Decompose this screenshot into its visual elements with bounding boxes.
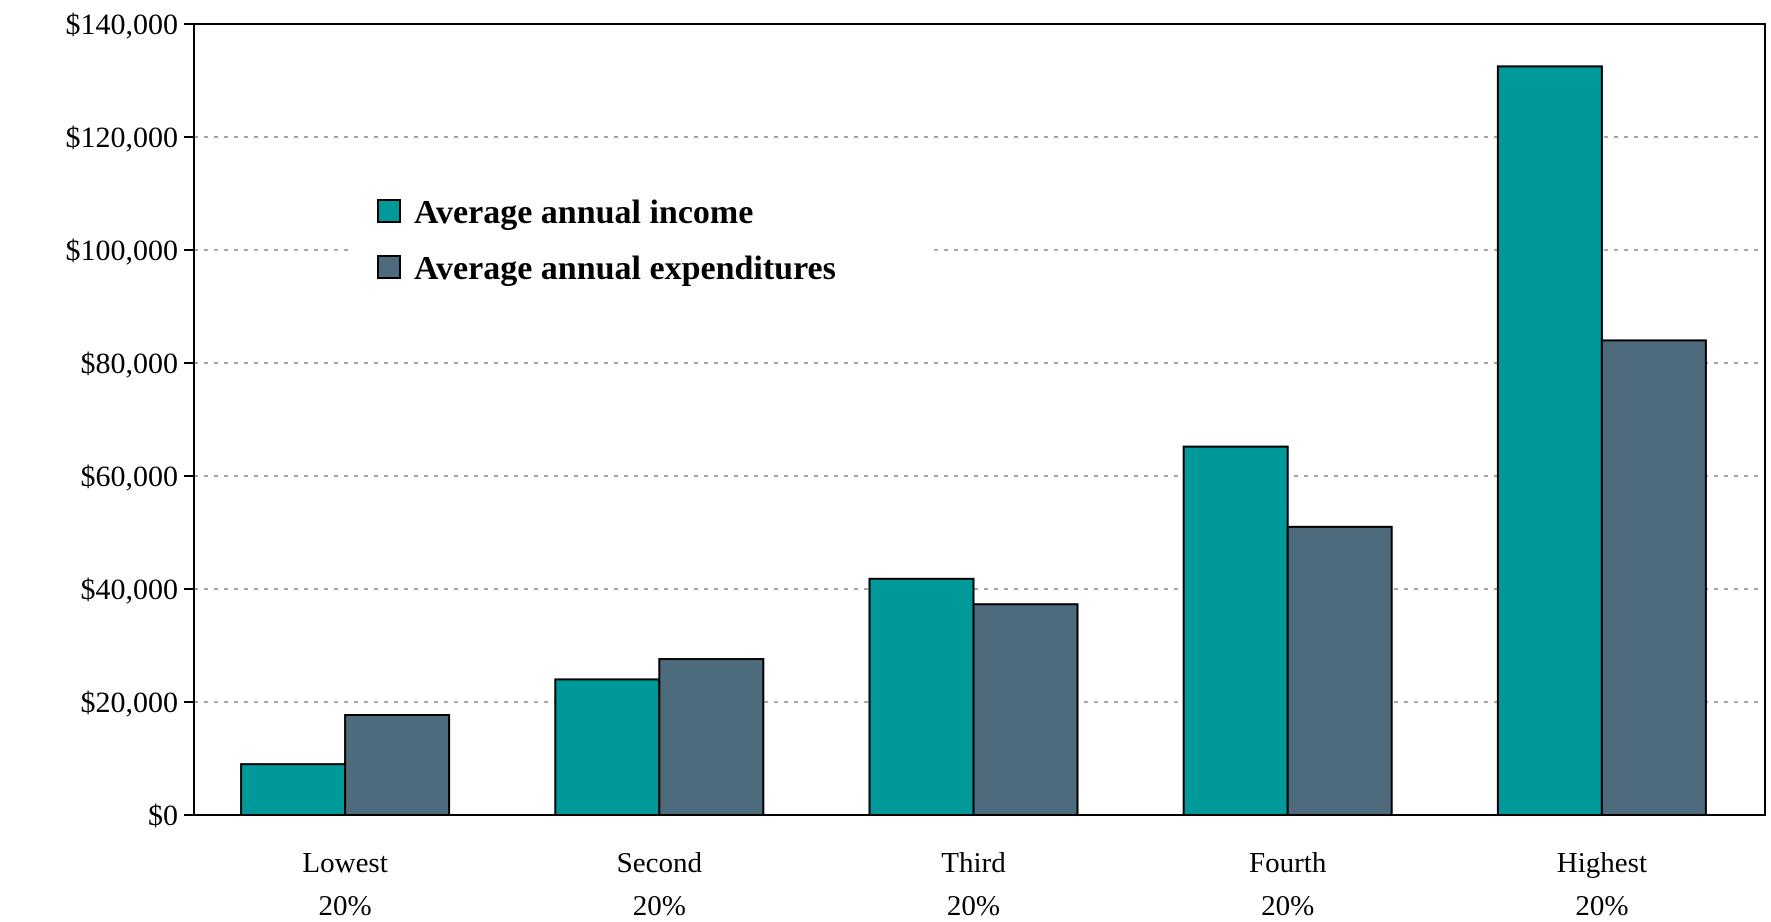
x-category-label: 20%	[1261, 890, 1314, 922]
bars	[240, 65, 1707, 817]
plot-frame	[193, 23, 1766, 816]
y-tick-label: $100,000	[66, 234, 179, 267]
y-tick-label: $120,000	[66, 121, 179, 154]
income-bar	[554, 678, 661, 817]
y-tick-label: $40,000	[81, 573, 179, 606]
y-tick-label: $60,000	[81, 460, 179, 493]
expenditures-bar	[344, 713, 451, 816]
expenditures-bar	[1286, 525, 1393, 816]
x-category-label: Highest	[1557, 847, 1647, 879]
y-tick-labels: $0 $20,000 $40,000 $60,000 $80,000 $100,000 $1…	[66, 8, 179, 832]
legend-swatch-expenditures	[377, 255, 401, 279]
income-bar	[1182, 445, 1289, 816]
income-bar	[240, 763, 347, 817]
y-tick-label: $140,000	[66, 8, 179, 41]
income-bar	[868, 577, 975, 817]
x-category-label: 20%	[1575, 890, 1628, 922]
x-tick-labels: Lowest 20% Second 20% Third 20% Fourth 20% Highe…	[302, 847, 1647, 922]
expenditures-bar	[972, 603, 1079, 816]
expenditures-bar	[1600, 339, 1707, 816]
y-tick-label: $80,000	[81, 347, 179, 380]
legend-label-income: Average annual income	[414, 194, 753, 231]
y-tick-label: $0	[148, 799, 178, 832]
income-bar	[1496, 65, 1603, 816]
x-category-label: Fourth	[1249, 847, 1327, 879]
legend-label-expenditures: Average annual expenditures	[414, 250, 836, 287]
x-category-label: Second	[617, 847, 703, 879]
x-category-label: Lowest	[302, 847, 387, 879]
axes	[184, 23, 1766, 816]
x-category-label: 20%	[633, 890, 686, 922]
x-category-label: 20%	[947, 890, 1000, 922]
y-tick-label: $20,000	[81, 686, 179, 719]
legend: Average annual income Average annual expe…	[350, 180, 930, 296]
legend-swatch-income	[377, 199, 401, 223]
expenditures-bar	[658, 658, 765, 816]
x-category-label: Third	[941, 847, 1006, 879]
x-category-label: 20%	[319, 890, 372, 922]
legend-background	[350, 180, 930, 296]
